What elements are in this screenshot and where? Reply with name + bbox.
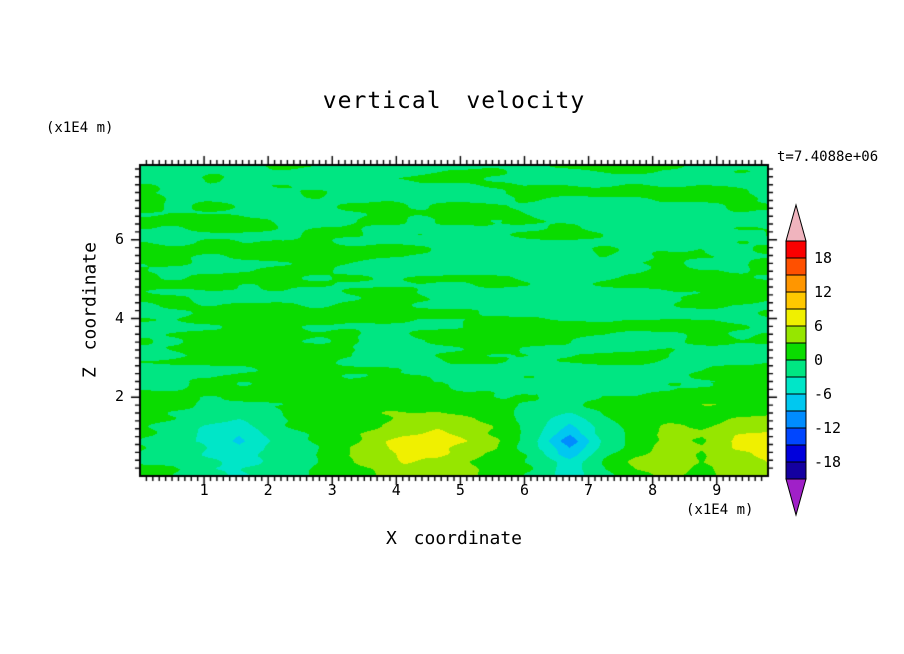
x-axis-unit-label: (x1E4 m) — [686, 502, 754, 518]
colorbar-segment — [785, 240, 807, 259]
y-tick-label: 2 — [114, 387, 124, 406]
colorbar-tick-label: -18 — [814, 453, 841, 471]
plot-title: vertical velocity — [322, 88, 586, 114]
colorbar-under-arrow — [785, 478, 807, 517]
colorbar-segment — [785, 274, 807, 293]
y-tick-label: 4 — [114, 308, 124, 327]
x-tick-label: 3 — [327, 481, 337, 499]
time-annotation: t=7.4088e+06 — [777, 149, 879, 165]
y-axis-unit-label: (x1E4 m) — [46, 120, 114, 136]
colorbar-segment — [785, 325, 807, 344]
x-tick-label: 7 — [584, 481, 594, 499]
colorbar-tick-label: 0 — [814, 351, 823, 369]
x-tick-label: 1 — [199, 481, 209, 499]
colorbar-segment — [785, 291, 807, 310]
colorbar-segment — [785, 444, 807, 463]
colorbar-segment — [785, 393, 807, 412]
colorbar-segment — [785, 359, 807, 378]
y-tick-label: 6 — [114, 229, 124, 248]
colorbar-segment — [785, 461, 807, 480]
colorbar-segment — [785, 376, 807, 395]
colorbar-segment — [785, 308, 807, 327]
x-tick-label: 2 — [263, 481, 273, 499]
x-axis-label: X coordinate — [385, 528, 523, 549]
x-tick-label: 6 — [519, 481, 529, 499]
x-tick-label: 8 — [648, 481, 658, 499]
colorbar-segment — [785, 342, 807, 361]
colorbar-segment — [785, 410, 807, 429]
colorbar-segment — [785, 427, 807, 446]
y-axis-label: Z coordinate — [79, 241, 101, 379]
colorbar-segment — [785, 257, 807, 276]
colorbar-tick-label: -6 — [814, 385, 832, 403]
x-tick-label: 9 — [712, 481, 722, 499]
colorbar-over-arrow — [785, 203, 807, 242]
colorbar-tick-label: 18 — [814, 249, 832, 267]
x-tick-label: 4 — [391, 481, 401, 499]
colorbar-tick-label: 12 — [814, 283, 832, 301]
colorbar-tick-label: 6 — [814, 317, 823, 335]
x-tick-label: 5 — [455, 481, 465, 499]
colorbar-tick-label: -12 — [814, 419, 841, 437]
